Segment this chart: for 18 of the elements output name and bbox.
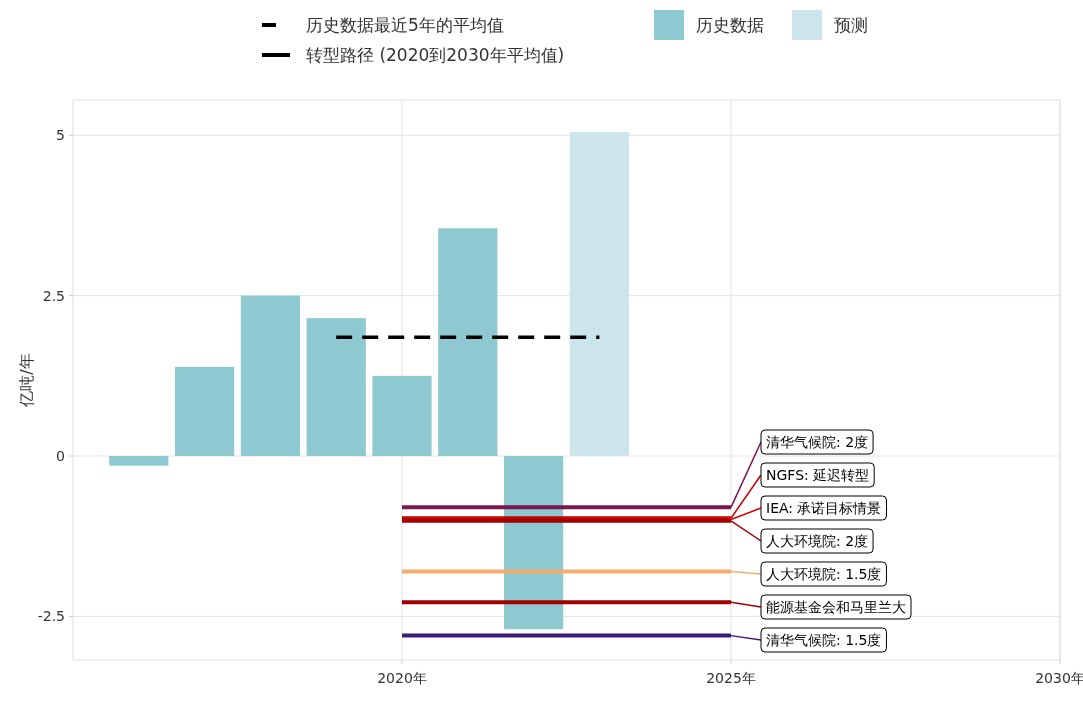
y-tick-label: -2.5 bbox=[37, 608, 65, 625]
legend-label: 清华气候院: 1.5度 bbox=[766, 632, 882, 648]
x-tick-label: 2025年 bbox=[706, 670, 756, 686]
text: 人大环境院: 2度 bbox=[766, 533, 869, 549]
legend-label: 预测 bbox=[834, 15, 868, 35]
legend-label: 历史数据最近5年的平均值 bbox=[306, 15, 504, 35]
legend-label: 人大环境院: 1.5度 bbox=[766, 566, 882, 582]
legend-label: 能源基金会和马里兰大 bbox=[766, 599, 906, 615]
legend-label: 历史数据 bbox=[696, 15, 764, 35]
text: 转型路径 (2020到2030年平均值) bbox=[306, 45, 565, 65]
y-tick-label: 5 bbox=[56, 127, 65, 144]
x-tick-label: 2020年 bbox=[377, 670, 427, 686]
text: 清华气候院: 2度 bbox=[766, 434, 869, 450]
legend-label: IEA: 承诺目标情景 bbox=[766, 500, 882, 516]
y-tick-label: 0 bbox=[56, 448, 65, 465]
y-axis-title: 亿吨/年 bbox=[17, 353, 36, 408]
y-tick-label: 2.5 bbox=[42, 287, 65, 304]
text: NGFS: 延迟转型 bbox=[766, 467, 870, 483]
